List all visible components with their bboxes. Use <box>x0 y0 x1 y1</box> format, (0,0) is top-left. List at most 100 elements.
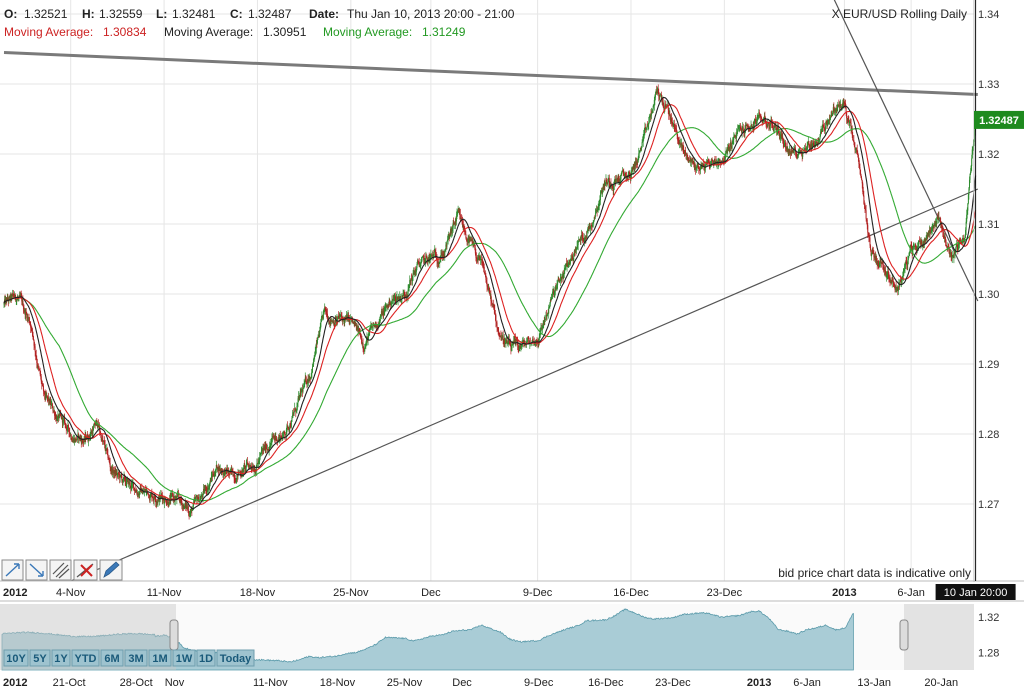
candle-body <box>633 165 635 169</box>
candle-body <box>397 298 399 300</box>
candle-body <box>667 105 669 110</box>
candle-body <box>756 119 758 124</box>
candle-body <box>939 218 941 219</box>
candle-body <box>462 222 464 227</box>
candle-body <box>410 278 412 280</box>
candle-body <box>687 157 689 160</box>
candle-body <box>267 449 269 450</box>
pen-icon[interactable] <box>99 559 123 581</box>
candle-body <box>659 94 661 98</box>
candle-body <box>967 203 969 211</box>
candle-body <box>459 212 461 215</box>
candle-body <box>953 252 955 255</box>
range-button-today[interactable]: Today <box>216 649 255 667</box>
drawing-toolbar[interactable] <box>1 559 123 581</box>
candle-body <box>407 295 409 297</box>
candle-body <box>776 128 778 131</box>
trend-up-icon[interactable] <box>1 559 24 581</box>
candle-body <box>125 481 127 485</box>
candle-body <box>151 493 153 497</box>
candle-body <box>616 178 618 180</box>
candle-body <box>370 326 372 329</box>
range-button-10y[interactable]: 10Y <box>3 649 29 667</box>
candle-body <box>72 438 74 441</box>
trend-down-icon[interactable] <box>25 559 48 581</box>
candle-body <box>718 160 720 164</box>
candle-body <box>548 306 550 308</box>
delete-icon[interactable] <box>73 559 98 581</box>
candle-body <box>243 465 245 468</box>
candle-body <box>116 474 118 476</box>
candle-body <box>925 237 927 242</box>
ma-green-line <box>3 127 977 502</box>
candle-body <box>201 495 203 497</box>
candle-body <box>621 171 623 173</box>
candle-body <box>456 214 458 217</box>
range-button-6m[interactable]: 6M <box>100 649 124 667</box>
candle-body <box>437 263 439 264</box>
candle-body <box>811 144 813 148</box>
candle-body <box>679 143 681 145</box>
candle-body <box>940 218 942 224</box>
candle-body <box>643 134 645 138</box>
candle-body <box>464 230 466 232</box>
candle-body <box>412 272 414 276</box>
candle-body <box>442 255 444 257</box>
candle-body <box>515 339 517 343</box>
parallel-lines-icon[interactable] <box>49 559 72 581</box>
candle-body <box>479 256 481 260</box>
range-button-1y[interactable]: 1Y <box>51 649 71 667</box>
candle-body <box>621 172 623 176</box>
candle-body <box>310 372 312 378</box>
candle-body <box>520 345 522 347</box>
range-button-3m[interactable]: 3M <box>124 649 148 667</box>
candle-body <box>121 480 123 483</box>
candle-body <box>544 319 546 320</box>
range-button-ytd[interactable]: YTD <box>71 649 100 667</box>
candle-body <box>178 493 180 496</box>
candle-body <box>631 171 633 174</box>
candle-body <box>734 135 736 138</box>
candle-body <box>29 322 31 325</box>
range-button-1w[interactable]: 1W <box>172 649 196 667</box>
candle-body <box>186 506 188 508</box>
candle-body <box>407 289 409 296</box>
candle-body <box>663 105 665 109</box>
candle-body <box>569 259 571 264</box>
candle-body <box>303 383 305 389</box>
candle-body <box>639 150 641 152</box>
candle-body <box>859 167 861 170</box>
candle-body <box>365 345 367 347</box>
candle-body <box>483 266 485 268</box>
candle-body <box>584 238 586 239</box>
candle-body <box>736 133 738 138</box>
navigator-x-label: 18-Nov <box>320 677 356 689</box>
candle-body <box>655 90 657 94</box>
candle-body <box>287 427 289 428</box>
candle-body <box>664 104 666 107</box>
candle-body <box>636 161 638 165</box>
candle-body <box>514 338 516 342</box>
trendline <box>833 0 979 302</box>
candle-body <box>34 346 36 352</box>
candle-body <box>520 346 522 349</box>
candle-body <box>42 384 44 386</box>
candle-body <box>673 123 675 127</box>
candle-body <box>55 417 57 420</box>
candle-body <box>109 459 111 464</box>
candle-body <box>360 334 362 340</box>
date-value: Thu Jan 10, 2013 20:00 - 21:00 <box>347 7 515 21</box>
candle-body <box>492 304 494 306</box>
range-button-5y[interactable]: 5Y <box>29 649 51 667</box>
candle-body <box>243 467 245 472</box>
candle-body <box>744 124 746 129</box>
candle-body <box>224 471 226 475</box>
range-button-1d[interactable]: 1D <box>196 649 216 667</box>
candle-body <box>81 440 83 442</box>
candle-body <box>559 281 561 282</box>
candle-body <box>433 255 435 259</box>
range-button-1m[interactable]: 1M <box>148 649 172 667</box>
